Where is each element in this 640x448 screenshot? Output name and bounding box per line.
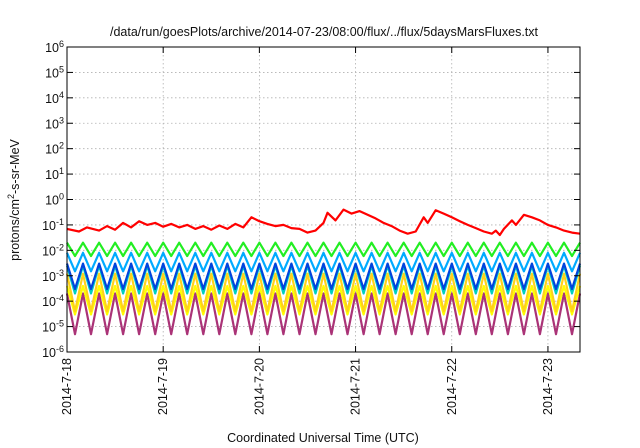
x-tick-label: 2014-7-19 <box>156 358 170 415</box>
series-group <box>65 208 582 336</box>
x-axis: 2014-7-18 2014-7-19 2014-7-20 2014-7-21 2014… <box>60 47 555 415</box>
y-tick-label-base: 10 <box>45 41 59 55</box>
y-tick-label-exponent: 2 <box>59 141 64 151</box>
y-tick-label: 10-5 <box>42 319 64 335</box>
y-tick-label-exponent: 1 <box>59 166 64 176</box>
y-tick-label: 104 <box>45 90 64 106</box>
y-tick-label: 103 <box>45 115 64 131</box>
series-line <box>65 284 582 316</box>
series-line <box>66 208 581 237</box>
y-tick-label: 101 <box>45 166 64 182</box>
y-tick-label-exponent: -3 <box>56 268 64 278</box>
y-tick-label-exponent: -1 <box>56 217 64 227</box>
y-tick-label-exponent: 6 <box>59 39 64 49</box>
y-tick-label-base: 10 <box>42 270 56 284</box>
y-tick-label-base: 10 <box>45 143 59 157</box>
chart-title: /data/run/goesPlots/archive/2014-07-23/0… <box>110 25 539 39</box>
series-line <box>65 262 582 291</box>
y-tick-label-base: 10 <box>42 295 56 309</box>
y-tick-label: 10-4 <box>42 293 64 309</box>
y-tick-label-base: 10 <box>45 66 59 80</box>
y-tick-label-base: 10 <box>45 194 59 208</box>
y-tick-label: 102 <box>45 141 64 157</box>
y-tick-label-exponent: -2 <box>56 242 64 252</box>
y-tick-label-exponent: -4 <box>56 293 64 303</box>
y-axis-label-rest: -s-sr-MeV <box>8 138 22 194</box>
x-tick-label: 2014-7-23 <box>541 358 555 415</box>
y-tick-label: 10-2 <box>42 242 64 258</box>
y-tick-label-base: 10 <box>45 168 59 182</box>
y-tick-label: 10-1 <box>42 217 64 233</box>
series-line <box>65 292 582 336</box>
x-axis-label: Coordinated Universal Time (UTC) <box>227 431 419 445</box>
y-tick-label-base: 10 <box>45 117 59 131</box>
x-tick-label: 2014-7-18 <box>60 358 74 415</box>
series-line <box>65 251 582 273</box>
y-tick-label-exponent: 5 <box>59 64 64 74</box>
y-tick-label: 10-6 <box>42 344 64 360</box>
y-tick-label-base: 10 <box>45 92 59 106</box>
y-tick-label-exponent: -5 <box>56 319 64 329</box>
x-tick-label: 2014-7-20 <box>252 358 266 415</box>
y-axis: 10-610-510-410-310-210-11001011021031041… <box>42 39 580 360</box>
y-tick-label: 10-3 <box>42 268 64 284</box>
series-line <box>66 241 581 258</box>
y-tick-label-exponent: -6 <box>56 344 64 354</box>
y-tick-label: 106 <box>45 39 64 55</box>
y-tick-label: 105 <box>45 64 64 80</box>
series-line <box>65 272 582 313</box>
y-tick-label-base: 10 <box>42 219 56 233</box>
y-tick-label-exponent: 0 <box>59 192 64 202</box>
y-tick-label-base: 10 <box>42 346 56 360</box>
y-tick-label-exponent: 4 <box>59 90 64 100</box>
y-axis-label: protons/cm2-s-sr-MeV <box>6 138 22 260</box>
y-axis-label-exponent: 2 <box>6 194 16 199</box>
y-axis-label-unit: protons/cm <box>8 199 22 261</box>
y-tick-label-base: 10 <box>42 244 56 258</box>
y-tick-label-base: 10 <box>42 321 56 335</box>
x-tick-label: 2014-7-22 <box>445 358 459 415</box>
y-tick-label-exponent: 3 <box>59 115 64 125</box>
x-tick-label: 2014-7-21 <box>349 358 363 415</box>
y-tick-label: 100 <box>45 192 64 208</box>
